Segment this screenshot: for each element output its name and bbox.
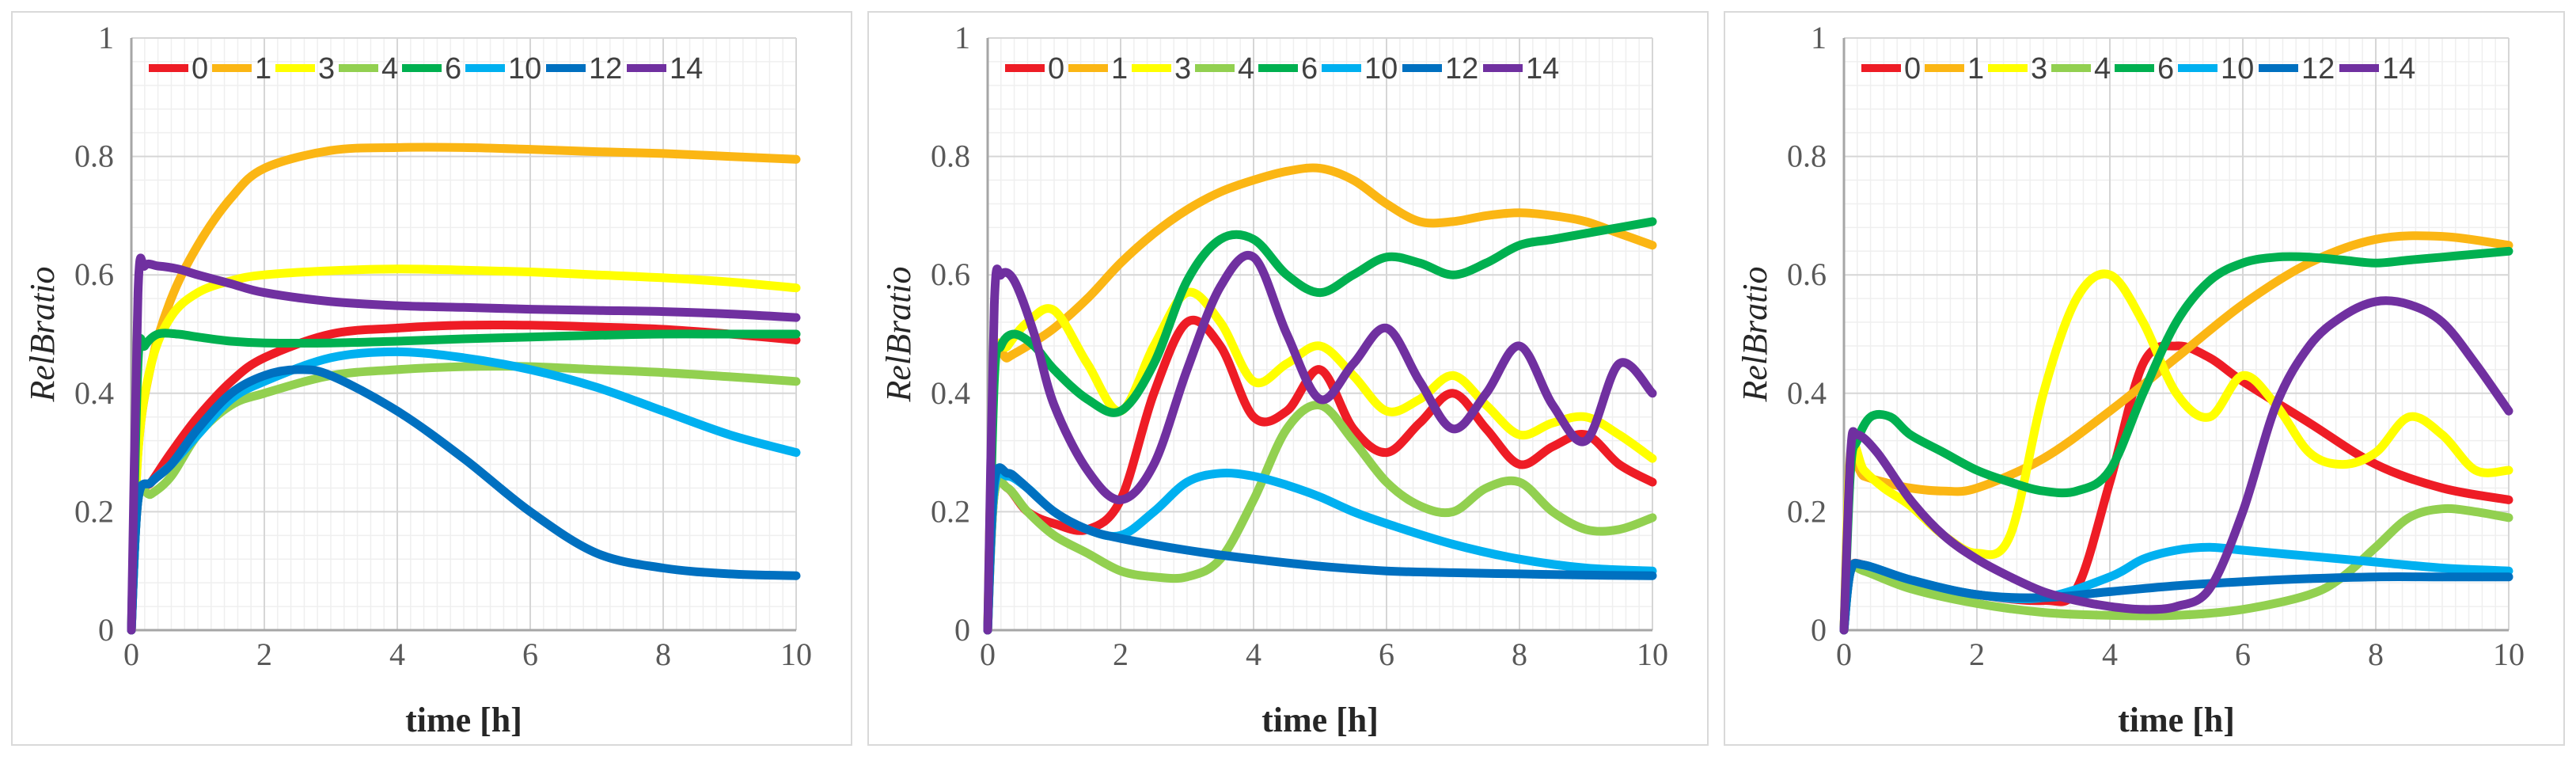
- y-tick-label: 0.2: [931, 493, 970, 529]
- legend-label-4: 4: [1238, 52, 1254, 86]
- series-line-4: [127, 362, 801, 635]
- legend-label-14: 14: [1526, 52, 1559, 86]
- y-tick-label: 1: [98, 20, 114, 55]
- legend-label-10: 10: [2221, 52, 2254, 86]
- x-tick-label: 0: [1836, 636, 1852, 672]
- x-tick-label: 2: [1113, 636, 1129, 672]
- y-tick-label: 0.2: [1787, 493, 1827, 529]
- x-tick-label: 10: [2493, 636, 2525, 672]
- y-tick-label: 0.4: [1787, 375, 1827, 411]
- y-tick-label: 0.6: [74, 256, 114, 292]
- x-axis-label: time [h]: [405, 701, 522, 739]
- y-axis-label: RelBratio: [879, 266, 918, 402]
- x-tick-label: 6: [522, 636, 538, 672]
- legend-label-0: 0: [192, 52, 208, 86]
- series-line-4: [983, 401, 1657, 635]
- y-tick-label: 0.6: [1787, 256, 1827, 292]
- chart-panel-2: 0 2 4 6 8 10 0 0.2 0.4 0.6 0.8 1 time [h] RelBratio 0 1…: [867, 11, 1709, 746]
- chart-panel-1: 0 2 4 6 8 10 0 0.2 0.4 0.6 0.8 1 time [h] RelBratio 0 1…: [11, 11, 852, 746]
- series-line-4: [1839, 504, 2513, 635]
- x-tick-label: 8: [2368, 636, 2384, 672]
- legend-label-3: 3: [2031, 52, 2047, 86]
- legend-label-6: 6: [445, 52, 461, 86]
- line-chart-3: 0 2 4 6 8 10 0 0.2 0.4 0.6 0.8 1 time [h] RelBratio 0 1…: [1736, 20, 2525, 739]
- x-tick-label: 4: [2102, 636, 2118, 672]
- series-line-6: [1839, 246, 2513, 635]
- chart-panel-3: 0 2 4 6 8 10 0 0.2 0.4 0.6 0.8 1 time [h] RelBratio 0 1…: [1724, 11, 2565, 746]
- legend-label-4: 4: [2094, 52, 2111, 86]
- y-tick-label: 1: [1811, 20, 1827, 55]
- legend-label-1: 1: [1967, 52, 1984, 86]
- legend-label-12: 12: [1445, 52, 1478, 86]
- x-tick-label: 2: [1969, 636, 1985, 672]
- y-tick-label: 0: [954, 612, 970, 648]
- x-tick-label: 4: [389, 636, 405, 672]
- legend-label-10: 10: [508, 52, 541, 86]
- line-chart-2: 0 2 4 6 8 10 0 0.2 0.4 0.6 0.8 1 time [h] RelBratio 0 1…: [879, 20, 1668, 739]
- series-line-14: [983, 251, 1657, 635]
- legend-label-14: 14: [670, 52, 703, 86]
- legend-label-4: 4: [381, 52, 398, 86]
- x-axis-label: time [h]: [1261, 701, 1379, 739]
- y-axis-label: RelBratio: [1736, 266, 1774, 402]
- x-tick-label: 0: [980, 636, 996, 672]
- series-line-14: [127, 253, 801, 635]
- x-tick-label: 4: [1246, 636, 1261, 672]
- x-tick-label: 2: [256, 636, 272, 672]
- y-tick-label: 0.6: [931, 256, 970, 292]
- y-axis-label: RelBratio: [23, 266, 62, 402]
- series-line-3: [1839, 269, 2513, 635]
- x-tick-label: 6: [2235, 636, 2251, 672]
- x-axis-label: time [h]: [2118, 701, 2235, 739]
- y-tick-label: 0: [98, 612, 114, 648]
- y-tick-label: 0.4: [931, 375, 970, 411]
- legend-label-12: 12: [2301, 52, 2335, 86]
- legend-label-0: 0: [1904, 52, 1921, 86]
- y-tick-label: 0.8: [1787, 139, 1827, 174]
- x-tick-label: 6: [1379, 636, 1394, 672]
- y-tick-label: 0.8: [74, 139, 114, 174]
- y-tick-label: 0.8: [931, 139, 970, 174]
- legend-label-12: 12: [589, 52, 622, 86]
- series-line-6: [983, 217, 1657, 635]
- legend-label-14: 14: [2382, 52, 2415, 86]
- legend-label-3: 3: [1174, 52, 1191, 86]
- series-line-12: [127, 365, 801, 635]
- x-tick-label: 10: [1637, 636, 1668, 672]
- y-tick-label: 0: [1811, 612, 1827, 648]
- series-line-3: [127, 264, 801, 635]
- x-tick-label: 8: [655, 636, 671, 672]
- series-line-1: [983, 163, 1657, 635]
- x-tick-label: 8: [1512, 636, 1527, 672]
- legend-label-3: 3: [318, 52, 335, 86]
- y-tick-label: 1: [954, 20, 970, 55]
- series-line-3: [983, 287, 1657, 635]
- series-line-12: [1839, 559, 2513, 635]
- legend-label-6: 6: [2157, 52, 2174, 86]
- legend-label-1: 1: [1111, 52, 1128, 86]
- legend-label-0: 0: [1048, 52, 1064, 86]
- series-line-14: [1839, 296, 2513, 635]
- series-line-12: [983, 463, 1657, 635]
- line-chart-1: 0 2 4 6 8 10 0 0.2 0.4 0.6 0.8 1 time [h] RelBratio 0 1…: [23, 20, 812, 739]
- legend-label-6: 6: [1301, 52, 1318, 86]
- y-tick-label: 0.2: [74, 493, 114, 529]
- y-tick-label: 0.4: [74, 375, 114, 411]
- series-line-6: [127, 329, 801, 635]
- legend-label-10: 10: [1364, 52, 1398, 86]
- x-tick-label: 10: [780, 636, 812, 672]
- x-tick-label: 0: [123, 636, 139, 672]
- legend-label-1: 1: [255, 52, 271, 86]
